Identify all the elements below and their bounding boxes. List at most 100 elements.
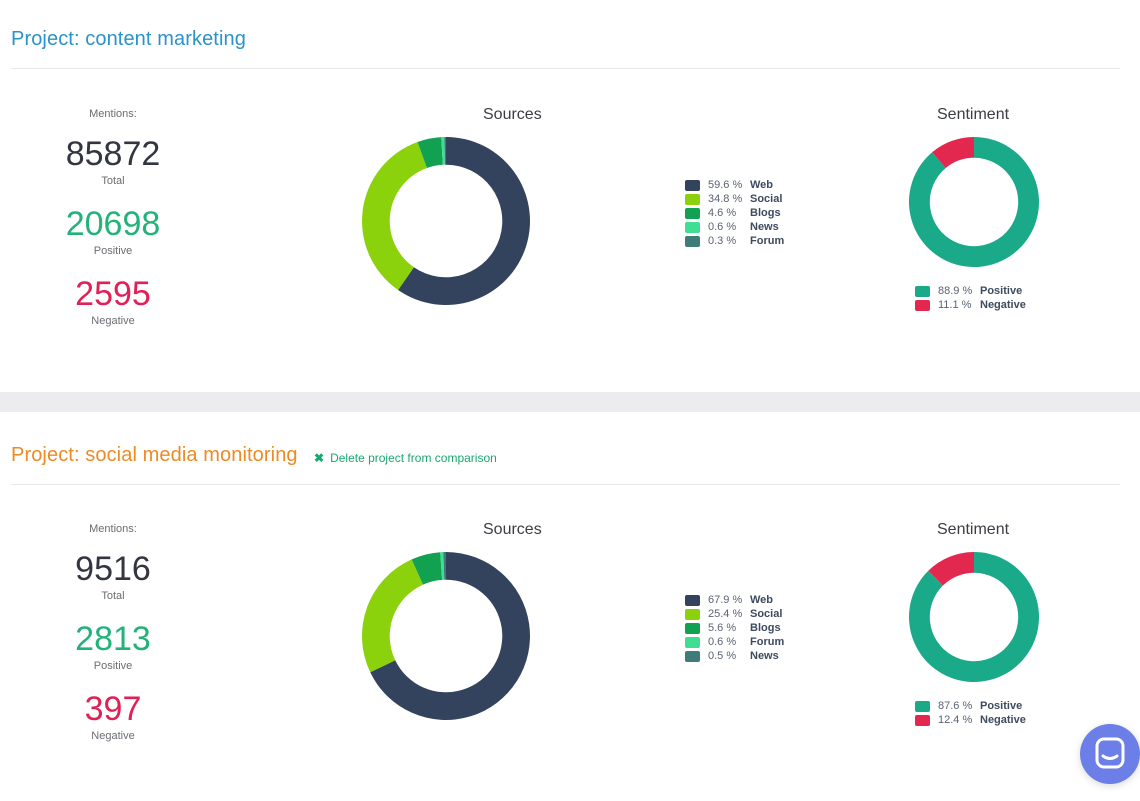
legend-swatch <box>685 608 700 620</box>
mentions-negative-label: Negative <box>91 730 135 742</box>
legend-label: Social <box>750 608 783 620</box>
sources-legend: 67.9 % Web 25.4 % Social 5.6 % Blogs 0.6 % Foru… <box>685 593 784 663</box>
close-icon: ✖ <box>314 451 325 465</box>
project-panel-social-media-monitoring: Project: social media monitoring ✖ Delet… <box>0 412 1140 801</box>
legend-label: Forum <box>750 235 785 247</box>
sources-chart-title: Sources <box>483 106 542 123</box>
mentions-positive: 2813 <box>75 620 151 658</box>
legend-percent: 87.6 % <box>938 700 973 712</box>
donut-slice-social[interactable] <box>362 141 427 290</box>
legend-percent: 34.8 % <box>708 193 743 205</box>
chat-bubble-icon <box>1095 737 1125 769</box>
legend-item-web[interactable]: 67.9 % Web <box>685 593 784 607</box>
mentions-total-label: Total <box>101 590 125 602</box>
sources-donut-chart <box>362 552 530 720</box>
mentions-positive: 20698 <box>65 205 161 243</box>
legend-label: Negative <box>980 714 1026 726</box>
sources-chart-title: Sources <box>483 521 542 538</box>
legend-item-social[interactable]: 34.8 % Social <box>685 192 784 206</box>
mentions-stats: Mentions: 9516 Total 2813 Positive 397 N… <box>23 523 203 742</box>
mentions-negative-label: Negative <box>91 315 135 327</box>
mentions-total: 85872 <box>65 135 161 173</box>
sentiment-legend: 88.9 % Positive 11.1 % Negative <box>915 284 1026 312</box>
legend-label: Forum <box>750 636 785 648</box>
section-separator <box>0 392 1140 412</box>
legend-swatch <box>685 235 700 247</box>
donut-slice-negative[interactable] <box>928 552 974 586</box>
legend-percent: 88.9 % <box>938 285 973 297</box>
project-panel-content-marketing: Project: content marketing Mentions: 858… <box>0 0 1140 392</box>
delete-project-button[interactable]: ✖ Delete project from comparison <box>314 451 497 465</box>
legend-swatch <box>685 650 700 662</box>
legend-item-blogs[interactable]: 4.6 % Blogs <box>685 206 784 220</box>
legend-swatch <box>685 622 700 634</box>
donut-slice-negative[interactable] <box>932 137 974 169</box>
mentions-label: Mentions: <box>89 523 137 535</box>
mentions-stats: Mentions: 85872 Total 20698 Positive 259… <box>23 108 203 327</box>
legend-item-forum[interactable]: 0.3 % Forum <box>685 234 784 248</box>
donut-slice-news[interactable] <box>441 137 445 165</box>
legend-label: News <box>750 221 779 233</box>
legend-swatch <box>685 221 700 233</box>
legend-item-negative[interactable]: 12.4 % Negative <box>915 713 1026 727</box>
legend-swatch <box>685 179 700 191</box>
donut-slice-forum[interactable] <box>444 137 446 165</box>
legend-percent: 0.6 % <box>708 636 737 648</box>
legend-label: Blogs <box>750 207 781 219</box>
mentions-negative: 397 <box>84 690 142 728</box>
donut-slice-news[interactable] <box>443 552 446 580</box>
legend-percent: 67.9 % <box>708 594 743 606</box>
legend-item-forum[interactable]: 0.6 % Forum <box>685 635 784 649</box>
legend-item-news[interactable]: 0.5 % News <box>685 649 784 663</box>
legend-item-positive[interactable]: 88.9 % Positive <box>915 284 1026 298</box>
legend-label: Blogs <box>750 622 781 634</box>
legend-swatch <box>685 594 700 606</box>
sources-legend: 59.6 % Web 34.8 % Social 4.6 % Blogs 0.6 % News… <box>685 178 784 248</box>
title-divider <box>11 68 1120 69</box>
sources-donut-chart <box>362 137 530 305</box>
legend-percent: 12.4 % <box>938 714 973 726</box>
sentiment-donut-chart <box>909 552 1039 682</box>
donut-slice-forum[interactable] <box>440 552 445 580</box>
mentions-label: Mentions: <box>89 108 137 120</box>
donut-slice-social[interactable] <box>362 559 424 673</box>
legend-item-social[interactable]: 25.4 % Social <box>685 607 784 621</box>
legend-label: Social <box>750 193 783 205</box>
legend-label: Web <box>750 179 774 191</box>
legend-percent: 11.1 % <box>938 299 972 311</box>
legend-item-negative[interactable]: 11.1 % Negative <box>915 298 1026 312</box>
sentiment-chart-title: Sentiment <box>937 106 1010 123</box>
project-title: Project: content marketing <box>11 28 246 50</box>
donut-slice-blogs[interactable] <box>411 552 443 585</box>
legend-swatch <box>915 299 930 311</box>
legend-swatch <box>915 700 930 712</box>
delete-project-label: Delete project from comparison <box>330 451 497 465</box>
chat-button[interactable] <box>1080 724 1140 784</box>
legend-percent: 25.4 % <box>708 608 743 620</box>
legend-item-news[interactable]: 0.6 % News <box>685 220 784 234</box>
mentions-positive-label: Positive <box>93 660 133 672</box>
donut-slice-web[interactable] <box>370 552 530 720</box>
mentions-negative: 2595 <box>75 275 151 313</box>
donut-slice-web[interactable] <box>398 137 530 305</box>
legend-item-web[interactable]: 59.6 % Web <box>685 178 784 192</box>
legend-label: Web <box>750 594 774 606</box>
sentiment-chart-title: Sentiment <box>937 521 1010 538</box>
legend-label: Negative <box>980 299 1026 311</box>
legend-item-positive[interactable]: 87.6 % Positive <box>915 699 1026 713</box>
legend-percent: 0.6 % <box>708 221 737 233</box>
donut-slice-blogs[interactable] <box>417 137 443 169</box>
project-title: Project: social media monitoring <box>11 444 298 466</box>
donut-slice-positive[interactable] <box>909 137 1039 267</box>
donut-slice-positive[interactable] <box>909 552 1039 682</box>
legend-label: News <box>750 650 779 662</box>
mentions-positive-label: Positive <box>93 245 133 257</box>
legend-swatch <box>685 207 700 219</box>
legend-percent: 59.6 % <box>708 179 743 191</box>
legend-percent: 5.6 % <box>708 622 737 634</box>
legend-swatch <box>685 193 700 205</box>
legend-item-blogs[interactable]: 5.6 % Blogs <box>685 621 784 635</box>
mentions-total-label: Total <box>101 175 125 187</box>
legend-percent: 0.3 % <box>708 235 737 247</box>
legend-percent: 4.6 % <box>708 207 737 219</box>
